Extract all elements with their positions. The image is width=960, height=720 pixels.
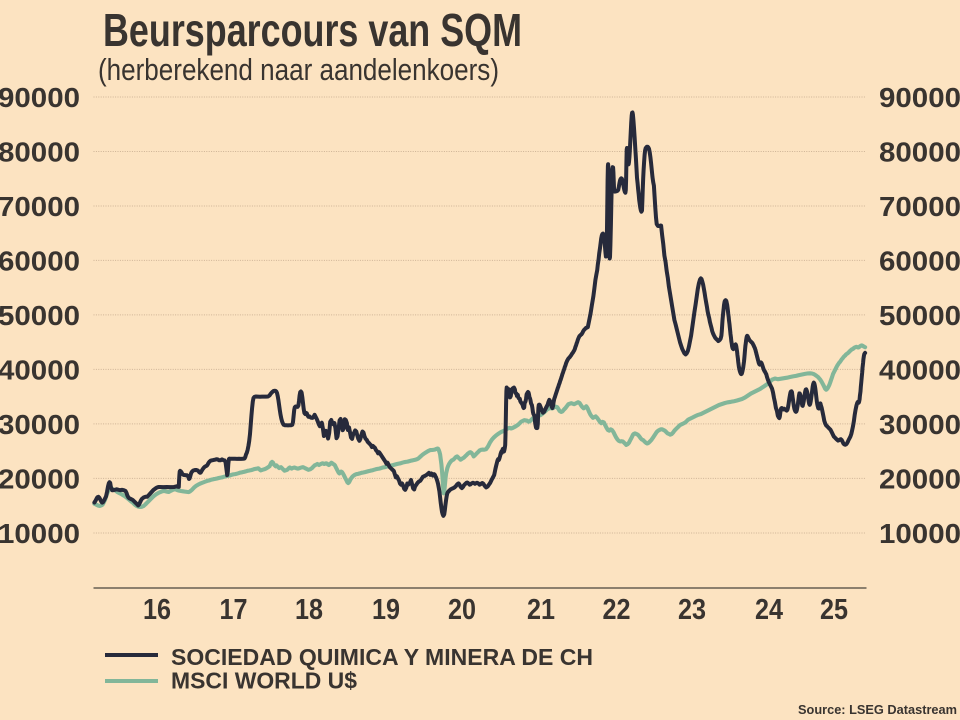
svg-text:40000: 40000 — [0, 354, 80, 385]
svg-text:20000: 20000 — [0, 463, 80, 494]
svg-text:90000: 90000 — [0, 82, 80, 113]
svg-text:40000: 40000 — [879, 354, 960, 385]
svg-text:16: 16 — [143, 594, 171, 626]
svg-text:MSCI WORLD U$: MSCI WORLD U$ — [171, 668, 357, 694]
svg-text:50000: 50000 — [879, 300, 960, 331]
svg-text:24: 24 — [755, 594, 783, 626]
svg-text:19: 19 — [372, 594, 400, 626]
svg-text:10000: 10000 — [879, 518, 960, 549]
svg-text:80000: 80000 — [0, 137, 80, 168]
svg-text:SOCIEDAD QUIMICA Y MINERA DE C: SOCIEDAD QUIMICA Y MINERA DE CH — [171, 644, 593, 670]
svg-text:60000: 60000 — [879, 245, 960, 276]
svg-text:90000: 90000 — [879, 82, 960, 113]
svg-text:20000: 20000 — [879, 463, 960, 494]
svg-text:22: 22 — [603, 594, 631, 626]
svg-text:70000: 70000 — [0, 191, 80, 222]
svg-text:17: 17 — [220, 594, 248, 626]
svg-text:30000: 30000 — [0, 409, 80, 440]
svg-text:21: 21 — [527, 594, 555, 626]
svg-text:Source: LSEG Datastream: Source: LSEG Datastream — [798, 702, 957, 717]
svg-text:70000: 70000 — [879, 191, 960, 222]
svg-text:30000: 30000 — [879, 409, 960, 440]
svg-text:Beursparcours van SQM: Beursparcours van SQM — [103, 4, 522, 56]
svg-text:20: 20 — [448, 594, 476, 626]
svg-text:18: 18 — [295, 594, 323, 626]
svg-text:60000: 60000 — [0, 245, 80, 276]
svg-text:50000: 50000 — [0, 300, 80, 331]
svg-text:25: 25 — [820, 594, 848, 626]
svg-text:10000: 10000 — [0, 518, 80, 549]
svg-text:23: 23 — [678, 594, 706, 626]
svg-text:(herberekend naar aandelenkoer: (herberekend naar aandelenkoers) — [98, 52, 499, 87]
svg-text:80000: 80000 — [879, 137, 960, 168]
